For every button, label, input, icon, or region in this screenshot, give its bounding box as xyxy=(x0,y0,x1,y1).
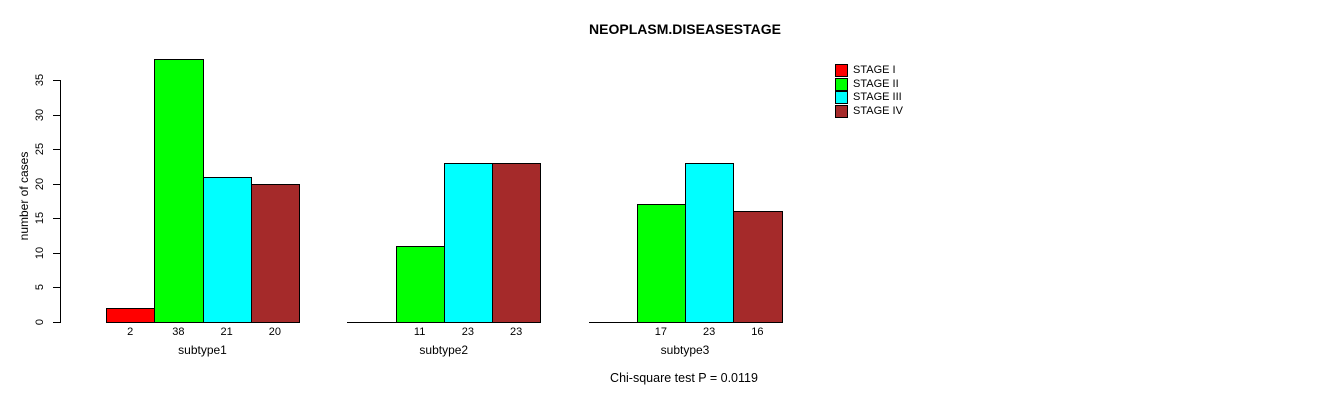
x-category-label: subtype3 xyxy=(660,343,710,357)
legend-label: STAGE IV xyxy=(853,104,903,117)
bar-value-label: 23 xyxy=(510,326,523,338)
bar-value-label: 23 xyxy=(703,326,716,338)
bar-stage-ii xyxy=(154,59,204,323)
legend-label: STAGE I xyxy=(853,64,896,76)
x-category-label: subtype1 xyxy=(178,343,227,357)
bar-stage-ii xyxy=(636,204,686,323)
bar-stage-iii xyxy=(202,177,252,323)
bar-stage-iii xyxy=(685,163,735,323)
y-tick xyxy=(53,218,60,220)
y-tick xyxy=(53,287,60,289)
y-tick-label: 5 xyxy=(34,284,46,291)
y-tick-label: 35 xyxy=(34,73,46,87)
y-tick-label: 20 xyxy=(34,177,46,190)
bar-value-label: 11 xyxy=(413,326,426,338)
y-axis-label: number of cases xyxy=(17,151,31,241)
legend-label: STAGE II xyxy=(853,77,899,90)
legend-row: STAGE II xyxy=(835,77,903,91)
y-tick-label: 30 xyxy=(34,108,46,121)
y-tick xyxy=(53,252,60,254)
legend-swatch-icon xyxy=(835,91,848,104)
y-tick xyxy=(53,149,60,151)
bar-stage-iv xyxy=(250,184,300,323)
annotation-text: Chi-square test P = 0.0119 xyxy=(610,371,758,385)
bar-stage-iv xyxy=(733,211,783,323)
bar-value-label: 2 xyxy=(127,326,134,338)
legend-swatch-icon xyxy=(835,77,848,91)
bar-stage-ii xyxy=(395,246,445,323)
y-tick-label: 0 xyxy=(34,318,46,326)
bar-stage-i xyxy=(106,308,156,323)
legend-swatch-icon xyxy=(835,64,848,77)
bar-stage-iii xyxy=(443,163,493,323)
bar-value-label: 23 xyxy=(461,326,474,338)
y-tick-label: 25 xyxy=(34,143,46,156)
bar-value-label: 17 xyxy=(654,326,667,338)
y-tick xyxy=(53,183,60,185)
legend: STAGE I STAGE II STAGE III STAGE IV xyxy=(835,64,903,118)
bar-value-label: 21 xyxy=(220,326,233,338)
y-tick xyxy=(53,80,60,81)
bar-value-label: 20 xyxy=(268,326,281,338)
y-tick-label: 10 xyxy=(34,246,46,259)
legend-swatch-icon xyxy=(835,104,848,118)
legend-row: STAGE III xyxy=(835,91,903,104)
legend-row: STAGE IV xyxy=(835,104,903,118)
y-tick-label: 15 xyxy=(34,212,46,225)
y-axis-line xyxy=(60,80,61,323)
y-tick xyxy=(53,114,60,116)
bar-value-label: 38 xyxy=(172,326,185,338)
bar-stage-iv xyxy=(492,163,542,323)
legend-row: STAGE I xyxy=(835,64,903,77)
chart-title: NEOPLASM.DISEASESTAGE xyxy=(589,21,781,37)
bar-value-label: 16 xyxy=(751,326,764,338)
legend-label: STAGE III xyxy=(853,91,902,103)
x-category-label: subtype2 xyxy=(419,343,469,357)
y-tick xyxy=(53,322,60,323)
